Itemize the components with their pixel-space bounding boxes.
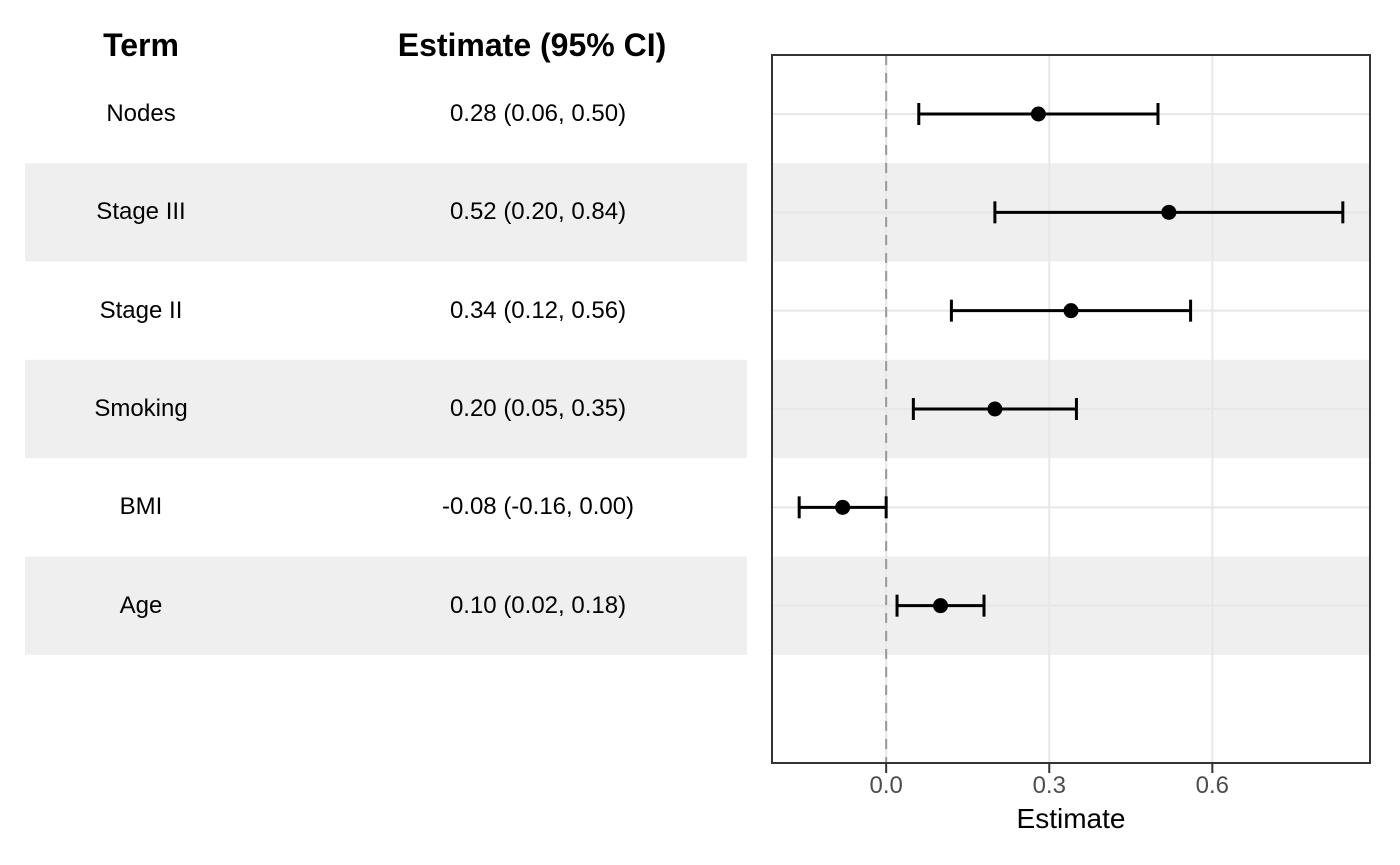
point-marker	[1030, 106, 1046, 122]
axis-ticks-layer	[885, 764, 1214, 773]
panel-border	[771, 54, 1371, 764]
point-marker	[933, 598, 949, 614]
term-label: Age	[119, 591, 163, 619]
term-column-header: Term	[103, 27, 179, 63]
estimate-ci-label: -0.08 (-0.16, 0.00)	[441, 493, 635, 521]
point-marker	[835, 499, 851, 515]
estimate-ci-label: 0.20 (0.05, 0.35)	[449, 395, 627, 422]
term-label: Stage III	[96, 198, 186, 226]
term-label: Smoking	[94, 395, 188, 422]
x-tick-label: 0.0	[869, 772, 903, 799]
term-label: Nodes	[106, 100, 176, 127]
table-row-stripe	[25, 556, 747, 655]
error-bar	[949, 299, 1193, 322]
x-tick-label: 0.3	[1032, 772, 1066, 799]
term-label: Stage II	[99, 296, 183, 324]
error-bar	[895, 594, 986, 617]
estimate-ci-label: 0.10 (0.02, 0.18)	[449, 591, 627, 619]
x-axis-title: Estimate	[1016, 803, 1126, 834]
error-bar	[993, 201, 1345, 224]
estimate-ci-label: 0.28 (0.06, 0.50)	[449, 100, 627, 127]
point-marker	[1063, 303, 1079, 319]
table-row-stripe	[25, 163, 747, 262]
table-row-stripe	[25, 359, 747, 459]
error-bar	[797, 496, 888, 519]
estimate-column-header: Estimate (95% CI)	[397, 27, 667, 63]
estimate-ci-label: 0.52 (0.20, 0.84)	[449, 198, 627, 226]
estimate-ci-label: 0.34 (0.12, 0.56)	[449, 296, 627, 324]
point-marker	[1161, 204, 1177, 220]
error-bar	[917, 103, 1160, 125]
x-tick-label: 0.6	[1195, 772, 1230, 799]
error-bar	[911, 398, 1078, 420]
error-bars-layer	[797, 103, 1345, 617]
point-marker	[987, 401, 1003, 417]
panel-frame-layer	[771, 54, 1371, 764]
term-label: BMI	[119, 493, 163, 521]
